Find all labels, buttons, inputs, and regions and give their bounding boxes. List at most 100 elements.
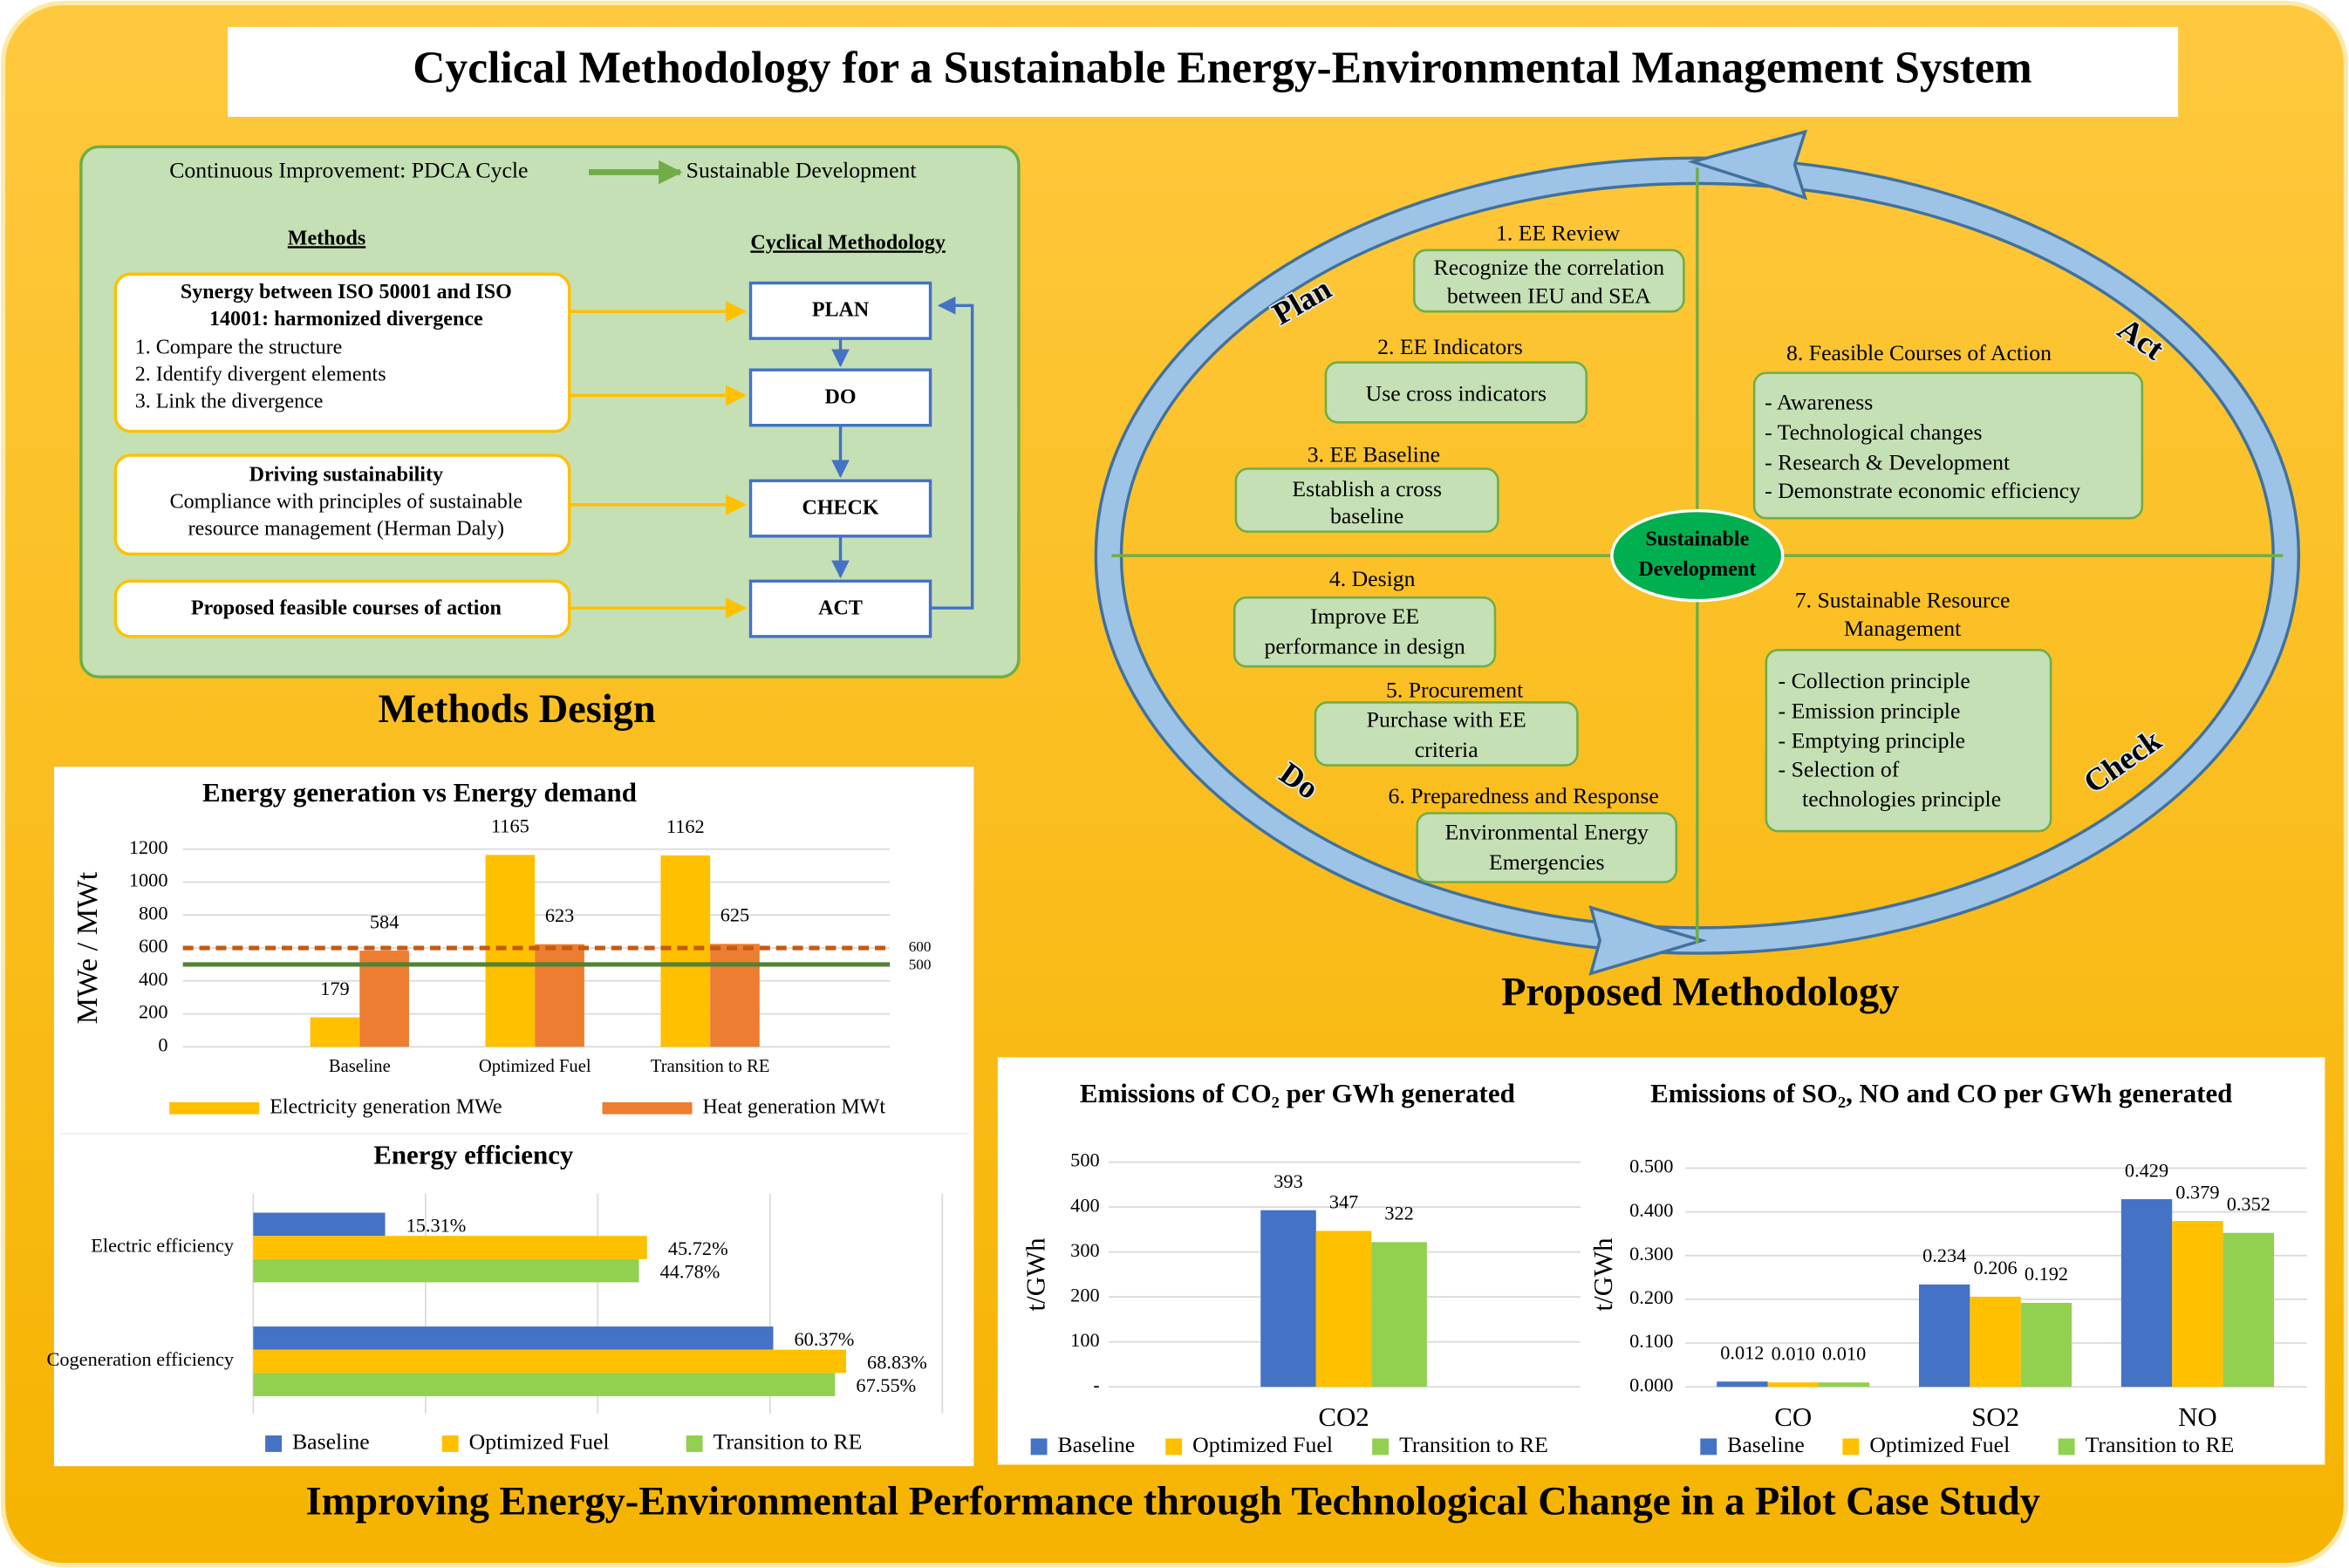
legend-label: Baseline — [292, 1428, 370, 1454]
data-label: 1165 — [491, 815, 529, 837]
stage-text: - Demonstrate economic efficiency — [1765, 478, 2080, 503]
y-tick-label: Electric efficiency — [91, 1235, 235, 1257]
data-label: 625 — [720, 904, 749, 926]
bar — [253, 1326, 774, 1350]
chart-title: Emissions of SO₂, NO and CO per GWh gene… — [1650, 1078, 2232, 1108]
stage-box — [1314, 701, 1579, 767]
center-label: Sustainable — [1645, 528, 1749, 550]
stage-text: Emergencies — [1489, 849, 1605, 875]
data-label: 15.31% — [406, 1214, 467, 1236]
x-tick-label: Baseline — [329, 1057, 391, 1076]
x-tick-label: CO — [1774, 1401, 1812, 1432]
stage-box — [1765, 649, 2052, 833]
stage-title: 6. Preparedness and Response — [1388, 783, 1658, 808]
stage-text: - Collection principle — [1779, 668, 1970, 693]
stage-text: Purchase with EE — [1367, 707, 1526, 733]
cycle-box — [748, 281, 932, 340]
bar — [253, 1373, 836, 1396]
stage-text: Use cross indicators — [1366, 380, 1547, 406]
bar — [710, 944, 760, 1047]
y-tick-label: 0.300 — [1629, 1243, 1673, 1265]
method-text: 2. Identify divergent elements — [135, 364, 386, 386]
data-label: 623 — [545, 904, 574, 926]
section-caption: Proposed Methodology — [1501, 971, 1899, 1015]
x-tick-label: Transition to RE — [651, 1057, 770, 1076]
data-label: 0.010 — [1772, 1342, 1815, 1364]
legend-swatch — [265, 1435, 282, 1452]
method-text: resource management (Herman Daly) — [188, 517, 504, 540]
legend-label: Optimized Fuel — [1869, 1432, 2010, 1457]
data-label: 44.78% — [660, 1261, 720, 1283]
y-axis-label: MWe / MWt — [71, 871, 104, 1024]
header-right: Sustainable Development — [686, 157, 917, 182]
legend-swatch — [441, 1435, 459, 1452]
data-label: 322 — [1384, 1203, 1413, 1224]
x-tick-label: Optimized Fuel — [479, 1057, 591, 1076]
stage-text: technologies principle — [1802, 787, 2001, 812]
stage-text: Recognize the correlation — [1434, 255, 1665, 280]
ring-arrowhead — [1687, 129, 1808, 201]
y-tick-label: 200 — [1070, 1284, 1099, 1306]
bar — [253, 1258, 639, 1283]
stage-title: 1. EE Review — [1496, 221, 1621, 246]
chart-title: Emissions of CO₂ per GWh generated — [1080, 1078, 1515, 1108]
stage-text: Environmental Energy — [1445, 819, 1649, 844]
feedback-arrow — [930, 297, 974, 610]
data-label: 0.012 — [1720, 1341, 1764, 1363]
stage-text: between IEU and SEA — [1447, 283, 1651, 309]
data-label: 0.234 — [1922, 1244, 1966, 1266]
cycle-step: DO — [825, 385, 857, 408]
legend-label: Electricity generation MWe — [270, 1095, 502, 1118]
y-tick-label: 500 — [1070, 1149, 1099, 1171]
bar — [1918, 1284, 1970, 1387]
center-node — [1610, 508, 1785, 603]
x-tick-label: NO — [2178, 1401, 2217, 1432]
x-tick-label: SO2 — [1971, 1401, 2019, 1432]
page-title: Cyclical Methodology for a Sustainable E… — [413, 43, 2031, 92]
bar — [253, 1212, 386, 1237]
cycle-step: ACT — [818, 597, 863, 619]
legend-label: Heat generation MWt — [703, 1095, 886, 1118]
y-tick-label: 1200 — [129, 836, 168, 858]
footer-caption: Improving Energy-Environmental Performan… — [306, 1480, 2040, 1524]
legend-label: Optimized Fuel — [469, 1428, 610, 1454]
y-tick-label: 0.000 — [1629, 1374, 1673, 1395]
stage-text: performance in design — [1264, 633, 1465, 658]
legend-swatch — [1842, 1438, 1860, 1456]
method-title: Proposed feasible courses of action — [191, 597, 502, 619]
stage-box — [1752, 372, 2144, 520]
bar — [2020, 1302, 2072, 1387]
data-label: 67.55% — [856, 1374, 916, 1396]
chart-panel — [997, 1057, 2325, 1465]
stage-text: - Emptying principle — [1779, 728, 1966, 753]
stage-title: 2. EE Indicators — [1377, 334, 1523, 359]
data-label: 0.429 — [2125, 1159, 2168, 1181]
stage-box — [1233, 596, 1497, 668]
legend-swatch — [686, 1435, 703, 1452]
y-tick-label: 300 — [1070, 1239, 1099, 1261]
header-left: Continuous Improvement: PDCA Cycle — [169, 157, 528, 182]
stage-title: 8. Feasible Courses of Action — [1786, 340, 2052, 365]
data-label: 1162 — [666, 815, 705, 837]
cycle-box — [748, 479, 932, 538]
y-tick-label: 800 — [139, 902, 167, 924]
y-tick-label: 0.200 — [1629, 1286, 1673, 1308]
methods-heading: Methods — [288, 227, 365, 249]
bar — [310, 1017, 360, 1047]
bar — [1717, 1381, 1768, 1387]
title-box — [228, 26, 2179, 117]
method-text: 1. Compare the structure — [135, 337, 343, 359]
legend-label: Transition to RE — [1399, 1432, 1548, 1457]
y-axis-label: t/GWh — [1020, 1237, 1050, 1312]
stage-box — [1416, 812, 1678, 883]
reference-label: 500 — [909, 957, 932, 973]
legend-swatch — [169, 1101, 260, 1115]
stage-text: Improve EE — [1310, 603, 1419, 629]
chart-title: Energy efficiency — [373, 1140, 574, 1170]
stage-title: 5. Procurement — [1386, 677, 1523, 702]
legend-swatch — [2058, 1438, 2075, 1456]
stage-title: 3. EE Baseline — [1308, 442, 1440, 467]
bar — [1818, 1382, 1870, 1387]
y-tick-label: Cogeneration efficiency — [46, 1348, 234, 1370]
chart-title: Energy generation vs Energy demand — [202, 777, 637, 808]
